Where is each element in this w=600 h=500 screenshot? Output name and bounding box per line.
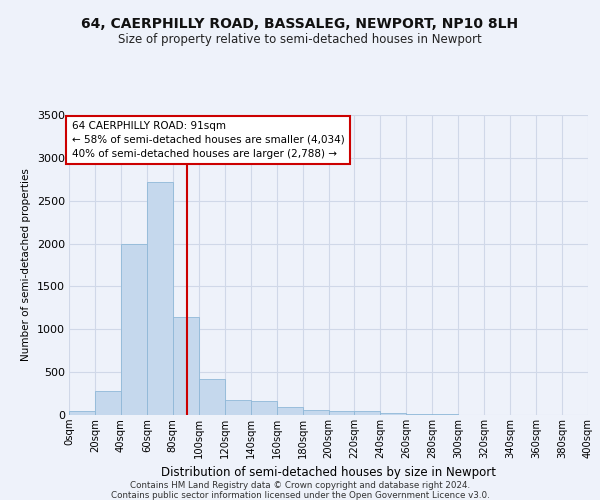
Bar xyxy=(277,408,302,415)
Bar xyxy=(199,379,224,415)
Text: Contains public sector information licensed under the Open Government Licence v3: Contains public sector information licen… xyxy=(110,491,490,500)
Bar xyxy=(147,182,173,415)
Bar xyxy=(432,414,458,415)
Text: Contains HM Land Registry data © Crown copyright and database right 2024.: Contains HM Land Registry data © Crown c… xyxy=(130,481,470,490)
Bar xyxy=(329,410,355,415)
Bar xyxy=(173,318,199,415)
Y-axis label: Number of semi-detached properties: Number of semi-detached properties xyxy=(21,168,31,362)
Bar xyxy=(251,402,277,415)
Text: 64, CAERPHILLY ROAD, BASSALEG, NEWPORT, NP10 8LH: 64, CAERPHILLY ROAD, BASSALEG, NEWPORT, … xyxy=(82,18,518,32)
Bar xyxy=(406,414,432,415)
Text: Size of property relative to semi-detached houses in Newport: Size of property relative to semi-detach… xyxy=(118,32,482,46)
Bar xyxy=(302,410,329,415)
Bar xyxy=(95,391,121,415)
X-axis label: Distribution of semi-detached houses by size in Newport: Distribution of semi-detached houses by … xyxy=(161,466,496,479)
Bar xyxy=(121,244,147,415)
Bar xyxy=(225,400,251,415)
Bar xyxy=(380,414,406,415)
Bar xyxy=(355,410,380,415)
Text: 64 CAERPHILLY ROAD: 91sqm
← 58% of semi-detached houses are smaller (4,034)
40% : 64 CAERPHILLY ROAD: 91sqm ← 58% of semi-… xyxy=(71,121,344,159)
Bar xyxy=(69,410,95,415)
